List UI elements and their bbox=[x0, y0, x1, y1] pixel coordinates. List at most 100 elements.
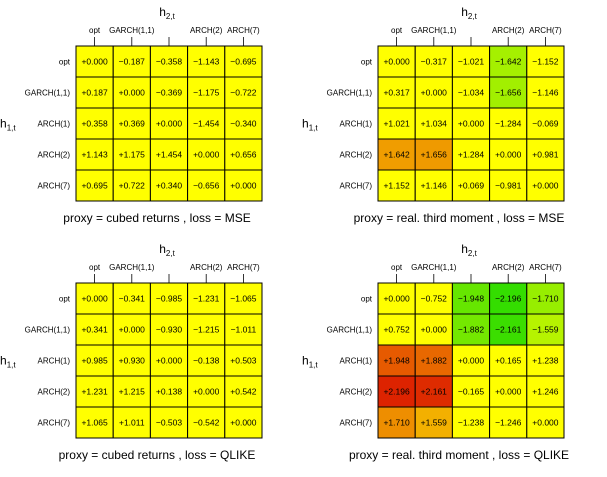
row-tick-label: GARCH(1,1) bbox=[327, 89, 373, 98]
heatmap-cell bbox=[112, 313, 151, 346]
cell-value-label: +0.000 bbox=[193, 387, 220, 397]
row-tick-label: ARCH(7) bbox=[340, 419, 373, 428]
cell-value-label: −0.069 bbox=[532, 119, 559, 129]
cell-value-label: +0.000 bbox=[532, 418, 559, 428]
heatmap-cell bbox=[112, 169, 151, 202]
x-axis-label-subscript: 2,t bbox=[166, 249, 176, 258]
cell-value-label: +0.000 bbox=[421, 88, 448, 98]
cell-value-label: −2.161 bbox=[495, 325, 522, 335]
col-tick-label: ARCH(7) bbox=[529, 263, 562, 272]
cell-value-label: −0.542 bbox=[193, 418, 220, 428]
heatmap-cell bbox=[75, 344, 114, 377]
x-axis-label: h2,t bbox=[461, 242, 477, 258]
cell-value-label: +2.196 bbox=[383, 387, 410, 397]
x-axis-label-subscript: 2,t bbox=[468, 249, 478, 258]
cell-value-label: +0.000 bbox=[532, 181, 559, 191]
x-axis-label-subscript: 2,t bbox=[166, 12, 176, 21]
cell-value-label: +0.358 bbox=[81, 119, 108, 129]
panel-caption: proxy = real. third moment , loss = QLIK… bbox=[349, 448, 569, 462]
cell-value-label: +0.722 bbox=[119, 181, 146, 191]
cell-value-label: +0.187 bbox=[81, 88, 108, 98]
cell-value-label: +0.695 bbox=[81, 181, 108, 191]
cell-value-label: −1.065 bbox=[230, 294, 257, 304]
row-tick-label: opt bbox=[59, 58, 71, 67]
heatmap-cell bbox=[149, 45, 189, 78]
cell-value-label: +0.542 bbox=[230, 387, 257, 397]
row-tick-label: ARCH(1) bbox=[38, 120, 71, 129]
cell-value-label: +0.369 bbox=[119, 119, 146, 129]
heatmap-cell bbox=[489, 406, 528, 439]
heatmap-cell bbox=[526, 313, 565, 346]
heatmap-cell bbox=[187, 282, 226, 315]
heatmap-cell bbox=[489, 107, 528, 140]
heatmap-cell bbox=[451, 107, 491, 140]
heatmap-cell bbox=[187, 406, 226, 439]
heatmap-cell bbox=[187, 138, 226, 171]
cell-value-label: +0.000 bbox=[230, 181, 257, 191]
cell-value-label: −1.021 bbox=[458, 57, 485, 67]
heatmap-cell bbox=[377, 375, 416, 408]
cell-value-label: +0.000 bbox=[458, 119, 485, 129]
cell-value-label: −1.231 bbox=[193, 294, 220, 304]
col-tick-label: GARCH(1,1) bbox=[411, 263, 457, 272]
cell-value-label: −0.930 bbox=[156, 325, 183, 335]
heatmap-cell bbox=[224, 76, 263, 109]
cell-value-label: −2.196 bbox=[495, 294, 522, 304]
heatmap-cell bbox=[187, 344, 226, 377]
cell-value-label: −1.882 bbox=[458, 325, 485, 335]
y-axis-label: h1,t bbox=[302, 354, 318, 370]
row-tick-label: ARCH(2) bbox=[340, 151, 373, 160]
row-tick-label: opt bbox=[361, 295, 373, 304]
heatmap-cell bbox=[224, 107, 263, 140]
cell-value-label: +0.000 bbox=[156, 356, 183, 366]
cell-value-label: +1.143 bbox=[81, 150, 108, 160]
x-axis-label-subscript: 2,t bbox=[468, 12, 478, 21]
cell-value-label: −1.238 bbox=[458, 418, 485, 428]
cell-value-label: +0.503 bbox=[230, 356, 257, 366]
cell-value-label: −1.948 bbox=[458, 294, 485, 304]
x-axis-label-main: h bbox=[159, 242, 166, 256]
heatmap-cell bbox=[224, 313, 263, 346]
cell-value-label: +1.175 bbox=[119, 150, 146, 160]
cell-value-label: −1.454 bbox=[193, 119, 220, 129]
cell-value-label: +1.152 bbox=[383, 181, 410, 191]
y-axis-label-main: h bbox=[302, 354, 309, 368]
cell-value-label: +0.000 bbox=[193, 150, 220, 160]
cell-value-label: +0.656 bbox=[230, 150, 257, 160]
heatmap-cell bbox=[489, 138, 528, 171]
heatmap-cell bbox=[75, 375, 114, 408]
cell-value-label: +0.340 bbox=[156, 181, 183, 191]
x-axis-label-main: h bbox=[461, 5, 468, 19]
cell-value-label: −0.165 bbox=[458, 387, 485, 397]
x-axis-label: h2,t bbox=[461, 5, 477, 21]
heatmap-cell bbox=[187, 169, 226, 202]
cell-value-label: +0.165 bbox=[495, 356, 522, 366]
heatmap-cell bbox=[377, 313, 416, 346]
col-tick-label: GARCH(1,1) bbox=[109, 26, 155, 35]
heatmap-cell bbox=[112, 282, 151, 315]
col-tick-label: opt bbox=[391, 26, 403, 35]
row-tick-label: ARCH(7) bbox=[38, 182, 71, 191]
row-tick-label: ARCH(2) bbox=[38, 388, 71, 397]
cell-value-label: +0.000 bbox=[119, 325, 146, 335]
cell-value-label: −0.317 bbox=[421, 57, 448, 67]
cell-value-label: +0.000 bbox=[156, 119, 183, 129]
y-axis-label: h1,t bbox=[0, 354, 16, 370]
heatmap-cell bbox=[112, 344, 151, 377]
cell-value-label: +0.000 bbox=[458, 356, 485, 366]
heatmap-cell bbox=[526, 282, 565, 315]
heatmap-cell bbox=[149, 138, 189, 171]
cell-value-label: +1.238 bbox=[532, 356, 559, 366]
heatmap-cell bbox=[224, 344, 263, 377]
heatmap-cell bbox=[451, 45, 491, 78]
row-tick-label: ARCH(1) bbox=[38, 357, 71, 366]
cell-value-label: +1.284 bbox=[458, 150, 485, 160]
heatmap-cell bbox=[489, 45, 528, 78]
cell-value-label: +1.011 bbox=[119, 418, 145, 428]
row-tick-label: GARCH(1,1) bbox=[25, 89, 71, 98]
cell-value-label: −1.175 bbox=[193, 88, 220, 98]
cell-value-label: +0.981 bbox=[532, 150, 559, 160]
